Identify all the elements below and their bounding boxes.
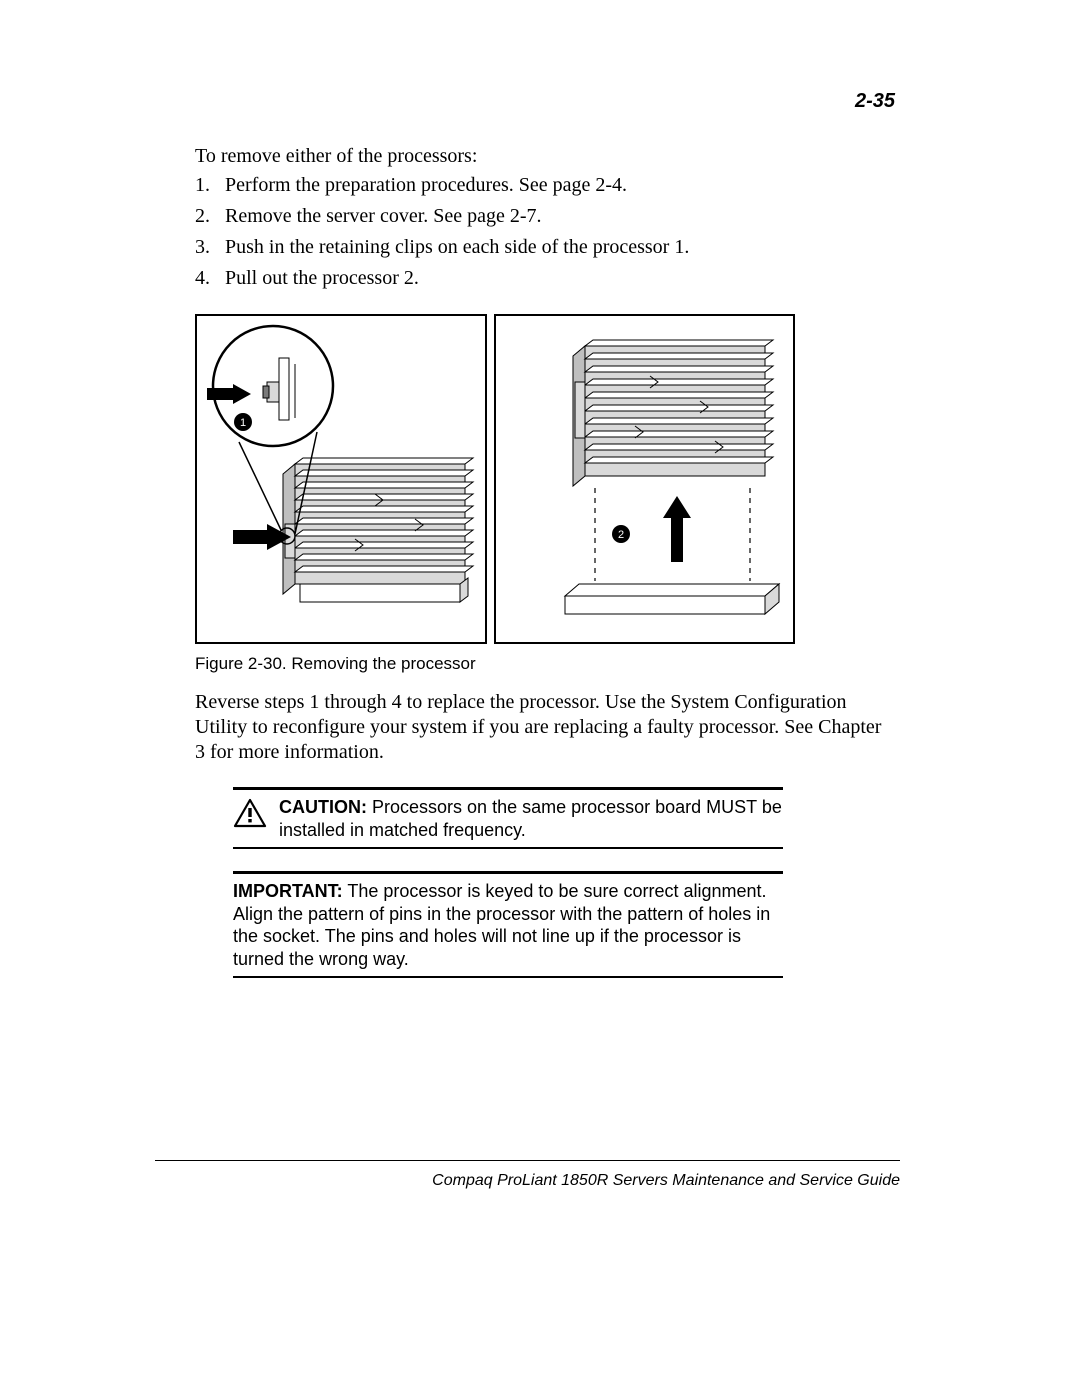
step-2: Remove the server cover. See page 2-7. bbox=[195, 205, 895, 228]
replace-paragraph: Reverse steps 1 through 4 to replace the… bbox=[195, 690, 895, 765]
svg-text:1: 1 bbox=[240, 417, 246, 429]
step-3: Push in the retaining clips on each side… bbox=[195, 236, 895, 259]
figure-caption: Figure 2-30. Removing the processor bbox=[195, 654, 795, 674]
footer-text: Compaq ProLiant 1850R Servers Maintenanc… bbox=[432, 1172, 900, 1190]
important-label: IMPORTANT: bbox=[233, 881, 343, 901]
page-number: 2-35 bbox=[855, 90, 895, 113]
caution-label: CAUTION: bbox=[279, 797, 367, 817]
caution-icon bbox=[233, 798, 267, 828]
figure-2-30: 1 bbox=[195, 314, 795, 674]
figure-illustration: 1 bbox=[195, 314, 795, 644]
svg-text:2: 2 bbox=[618, 529, 624, 541]
figure-callout-1: 1 bbox=[234, 413, 252, 431]
important-callout: IMPORTANT: The processor is keyed to be … bbox=[233, 871, 783, 978]
intro-text: To remove either of the processors: bbox=[195, 145, 895, 168]
caution-callout: CAUTION: Processors on the same processo… bbox=[233, 787, 783, 849]
step-4: Pull out the processor 2. bbox=[195, 267, 895, 290]
press-arrow bbox=[233, 524, 291, 550]
page-content: To remove either of the processors: Perf… bbox=[195, 145, 895, 978]
footer-rule bbox=[155, 1160, 900, 1161]
procedure-steps: Perform the preparation procedures. See … bbox=[195, 174, 895, 290]
step-1: Perform the preparation procedures. See … bbox=[195, 174, 895, 197]
lift-arrow bbox=[663, 496, 691, 562]
figure-callout-2: 2 bbox=[612, 525, 630, 543]
